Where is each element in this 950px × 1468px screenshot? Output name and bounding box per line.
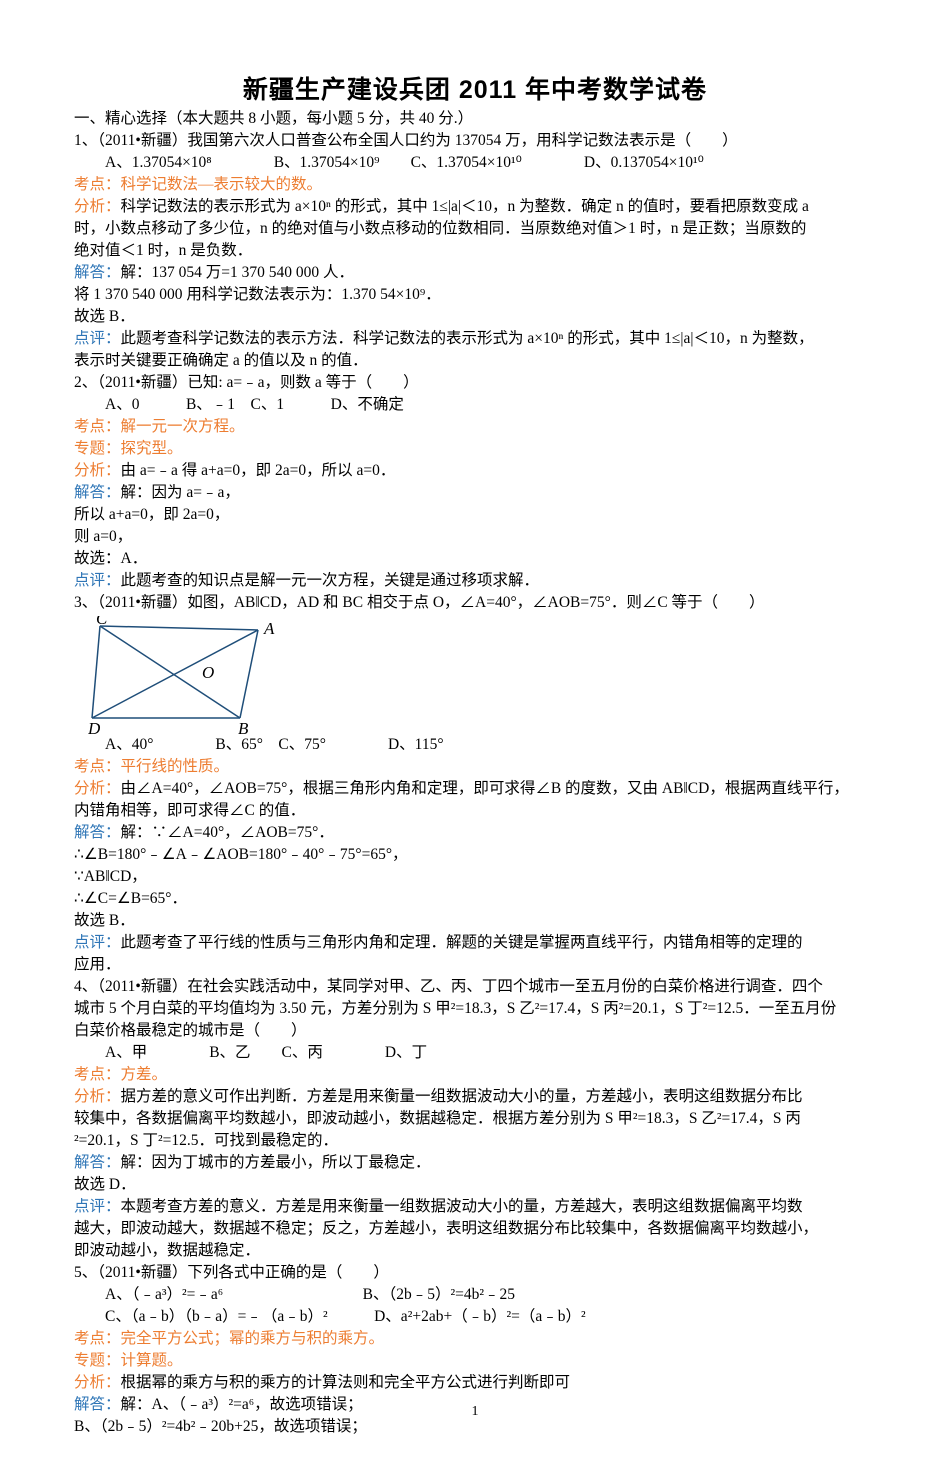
q3-jieda-0: 解：∵∠A=40°，∠AOB=75°．	[121, 824, 334, 841]
q2-fenxi-0: 由 a=﹣a 得 a+a=0，即 2a=0，所以 a=0．	[121, 462, 396, 479]
q4-fenxi-2: ²=20.1，S 丁²=12.5．可找到最稳定的．	[74, 1130, 876, 1152]
q5-stem: 5、（2011•新疆）下列各式中正确的是（ ）	[74, 1262, 876, 1284]
q3-jieda-1: ∴∠B=180°﹣∠A﹣∠AOB=180°﹣40°﹣75°=65°，	[74, 844, 876, 866]
kaodian-label: 考点：方差。	[74, 1066, 167, 1083]
q1-fenxi-1: 时，小数点移动了多少位，n 的绝对值与小数点移动的位数相同．当原数绝对值＞1 时…	[74, 218, 876, 240]
q4-fenxi-0: 据方差的意义可作出判断．方差是用来衡量一组数据波动大小的量，方差越小，表明这组数…	[121, 1088, 803, 1105]
zhuanti-label: 专题：计算题。	[74, 1352, 183, 1369]
fenxi-label: 分析：	[74, 780, 121, 797]
q2-jieda-0: 解：因为 a=﹣a，	[121, 484, 240, 501]
jieda-label: 解答：	[74, 264, 121, 281]
q1-jieda-1: 将 1 370 540 000 用科学记数法表示为：1.370 54×10⁹．	[74, 284, 876, 306]
jieda-label: 解答：	[74, 824, 121, 841]
svg-text:O: O	[202, 663, 214, 682]
q2-dianping-0: 此题考查的知识点是解一元一次方程，关键是通过移项求解．	[121, 572, 540, 589]
q3-jieda-4: 故选 B．	[74, 910, 876, 932]
q2-jieda-3: 故选：A．	[74, 548, 876, 570]
q4-stem-2: 城市 5 个月白菜的平均值均为 3.50 元，方差分别为 S 甲²=18.3，S…	[74, 998, 876, 1020]
q2-options: A、0 B、﹣1 C、1 D、不确定	[74, 394, 876, 416]
q2-jieda-2: 则 a=0，	[74, 526, 876, 548]
q4-fenxi-1: 较集中，各数据偏离平均数越小，即波动越小，数据越稳定．根据方差分别为 S 甲²=…	[74, 1108, 876, 1130]
q1-stem: 1、（2011•新疆）我国第六次人口普查公布全国人口约为 137054 万，用科…	[74, 130, 876, 152]
fenxi-label: 分析：	[74, 1374, 121, 1391]
page-number: 1	[0, 1404, 950, 1420]
kaodian-label: 考点：解一元一次方程。	[74, 418, 245, 435]
fenxi-label: 分析：	[74, 198, 121, 215]
q3-fenxi-1: 内错角相等，即可求得∠C 的值．	[74, 800, 876, 822]
q2-stem: 2、（2011•新疆）已知: a=﹣a，则数 a 等于（ ）	[74, 372, 876, 394]
q4-jieda-0: 解：因为丁城市的方差最小，所以丁最稳定．	[121, 1154, 431, 1171]
jieda-label: 解答：	[74, 1154, 121, 1171]
kaodian-label: 考点：平行线的性质。	[74, 758, 229, 775]
q1-jieda-2: 故选 B．	[74, 306, 876, 328]
dianping-label: 点评：	[74, 572, 121, 589]
q1-dianping-0: 此题考查科学记数法的表示方法．科学记数法的表示形式为 a×10ⁿ 的形式，其中 …	[121, 330, 814, 347]
page: 新疆生产建设兵团 2011 年中考数学试卷 一、精心选择（本大题共 8 小题，每…	[0, 0, 950, 1468]
q1-dianping-1: 表示时关键要正确确定 a 的值以及 n 的值．	[74, 350, 876, 372]
q3-stem: 3、（2011•新疆）如图，AB‖CD，AD 和 BC 相交于点 O，∠A=40…	[74, 592, 876, 614]
q4-jieda-1: 故选 D．	[74, 1174, 876, 1196]
fenxi-label: 分析：	[74, 462, 121, 479]
section-heading: 一、精心选择（本大题共 8 小题，每小题 5 分，共 40 分.）	[74, 108, 876, 130]
q4-stem-1: 4、（2011•新疆）在社会实践活动中，某同学对甲、乙、丙、丁四个城市一至五月份…	[74, 976, 876, 998]
q3-jieda-2: ∵AB‖CD，	[74, 866, 876, 888]
jieda-label: 解答：	[74, 484, 121, 501]
q4-options: A、甲 B、乙 C、丙 D、丁	[74, 1042, 876, 1064]
dianping-label: 点评：	[74, 1198, 121, 1215]
q4-dianping-2: 即波动越小，数据越稳定．	[74, 1240, 876, 1262]
fenxi-label: 分析：	[74, 1088, 121, 1105]
q5-options-a: A、（﹣a³）²=﹣a⁶ B、（2b﹣5）²=4b²﹣25	[74, 1284, 876, 1306]
q3-jieda-3: ∴∠C=∠B=65°．	[74, 888, 876, 910]
q5-options-b: C、（a﹣b）（b﹣a）=﹣（a﹣b）² D、a²+2ab+（﹣b）²=（a﹣b…	[74, 1306, 876, 1328]
svg-text:D: D	[88, 719, 101, 734]
dianping-label: 点评：	[74, 330, 121, 347]
svg-text:C: C	[96, 616, 108, 628]
q4-stem-3: 白菜价格最稳定的城市是（ ）	[74, 1020, 876, 1042]
kaodian-label: 考点：完全平方公式；幂的乘方与积的乘方。	[74, 1330, 384, 1347]
svg-text:B: B	[238, 719, 249, 734]
q3-fenxi-0: 由∠A=40°，∠AOB=75°，根据三角形内角和定理，即可求得∠B 的度数，又…	[121, 780, 849, 797]
q5-fenxi-0: 根据幂的乘方与积的乘方的计算法则和完全平方公式进行判断即可	[121, 1374, 571, 1391]
kaodian-label: 考点：科学记数法—表示较大的数。	[74, 176, 322, 193]
q1-fenxi-2: 绝对值＜1 时，n 是负数．	[74, 240, 876, 262]
q1-jieda-0: 解：137 054 万=1 370 540 000 人．	[121, 264, 355, 281]
dianping-label: 点评：	[74, 934, 121, 951]
q2-jieda-1: 所以 a+a=0，即 2a=0，	[74, 504, 876, 526]
q4-dianping-1: 越大，即波动越大，数据越不稳定；反之，方差越小，表明这组数据分布比较集中，各数据…	[74, 1218, 876, 1240]
q3-dianping-0: 此题考查了平行线的性质与三角形内角和定理．解题的关键是掌握两直线平行，内错角相等…	[121, 934, 803, 951]
q4-dianping-0: 本题考查方差的意义．方差是用来衡量一组数据波动大小的量，方差越大，表明这组数据偏…	[121, 1198, 803, 1215]
svg-text:A: A	[263, 619, 275, 638]
q3-options: A、40° B、65° C、75° D、115°	[74, 734, 876, 756]
q1-fenxi-0: 科学记数法的表示形式为 a×10ⁿ 的形式，其中 1≤|a|＜10，n 为整数．…	[121, 198, 809, 215]
q1-options: A、1.37054×10⁸ B、1.37054×10⁹ C、1.37054×10…	[74, 152, 876, 174]
page-title: 新疆生产建设兵团 2011 年中考数学试卷	[74, 70, 876, 106]
q3-dianping-1: 应用．	[74, 954, 876, 976]
q3-figure: C A D B O	[88, 616, 288, 734]
zhuanti-label: 专题：探究型。	[74, 440, 183, 457]
